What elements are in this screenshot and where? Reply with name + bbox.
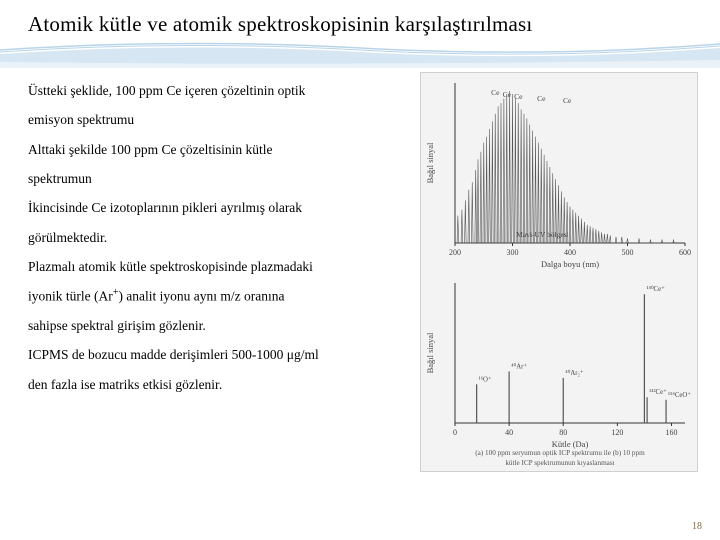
svg-text:500: 500 (622, 248, 634, 257)
para-4-line-1: Plazmalı atomik kütle spektroskopisinde … (28, 254, 408, 280)
svg-text:40: 40 (505, 428, 513, 437)
svg-text:Mavi-UV bölgesi: Mavi-UV bölgesi (516, 230, 569, 239)
figure-panel: Bağıl sinyal200300400500600Dalga boyu (n… (420, 72, 698, 472)
para-2-line-1: Alttaki şekilde 100 ppm Ce çözeltisinin … (28, 137, 408, 163)
svg-text:Ce: Ce (491, 88, 500, 97)
svg-text:80: 80 (559, 428, 567, 437)
svg-text:400: 400 (564, 248, 576, 257)
svg-text:600: 600 (679, 248, 691, 257)
para-3-line-1: İkincisinde Ce izotoplarının pikleri ayr… (28, 195, 408, 221)
wave-decoration (0, 38, 720, 68)
svg-text:⁴⁰Ar₂⁺: ⁴⁰Ar₂⁺ (565, 369, 584, 377)
para-4-line-3: sahipse spektral girişim gözlenir. (28, 313, 408, 339)
svg-text:Ce: Ce (514, 92, 523, 101)
svg-text:Bağıl sinyal: Bağıl sinyal (425, 142, 435, 183)
para-1-line-1: Üstteki şeklide, 100 ppm Ce içeren çözel… (28, 78, 408, 104)
svg-text:⁴⁰Ar⁺: ⁴⁰Ar⁺ (511, 362, 527, 370)
para-4-line-2: iyonik türle (Ar+) analit iyonu aynı m/z… (28, 283, 408, 310)
svg-text:Ce: Ce (563, 96, 572, 105)
svg-text:Kütle (Da): Kütle (Da) (552, 439, 589, 449)
svg-text:(a) 100 ppm seryumun optik ICP: (a) 100 ppm seryumun optik ICP spektrumu… (475, 449, 645, 457)
svg-text:¹⁴⁰Ce⁺: ¹⁴⁰Ce⁺ (646, 285, 665, 293)
svg-text:120: 120 (611, 428, 623, 437)
figure-svg: Bağıl sinyal200300400500600Dalga boyu (n… (421, 73, 699, 473)
body-text: Üstteki şeklide, 100 ppm Ce içeren çözel… (28, 78, 408, 401)
page-title: Atomik kütle ve atomik spektroskopisinin… (28, 12, 532, 37)
para-5-line-2: den fazla ise matriks etkisi gözlenir. (28, 372, 408, 398)
svg-text:300: 300 (507, 248, 519, 257)
svg-text:200: 200 (449, 248, 461, 257)
para-5-line-1: ICPMS de bozucu madde derişimleri 500-10… (28, 342, 408, 368)
para-2-line-2: spektrumun (28, 166, 408, 192)
svg-text:Ce: Ce (537, 94, 546, 103)
svg-text:160: 160 (665, 428, 677, 437)
para-1-line-2: emisyon spektrumu (28, 107, 408, 133)
para-3-line-2: görülmektedir. (28, 225, 408, 251)
svg-text:Dalga boyu (nm): Dalga boyu (nm) (541, 259, 599, 269)
svg-text:Ce: Ce (503, 90, 512, 99)
svg-text:¹⁴²Ce⁺: ¹⁴²Ce⁺ (649, 389, 667, 396)
svg-text:kütle ICP spektrumunun kıyasla: kütle ICP spektrumunun kıyaslanması (505, 459, 614, 467)
svg-text:¹⁵⁶CeO⁺: ¹⁵⁶CeO⁺ (668, 392, 691, 399)
svg-text:¹⁶O⁺: ¹⁶O⁺ (479, 376, 492, 383)
svg-text:0: 0 (453, 428, 457, 437)
svg-text:Bağıl sinyal: Bağıl sinyal (425, 332, 435, 373)
page-number: 18 (692, 521, 702, 532)
